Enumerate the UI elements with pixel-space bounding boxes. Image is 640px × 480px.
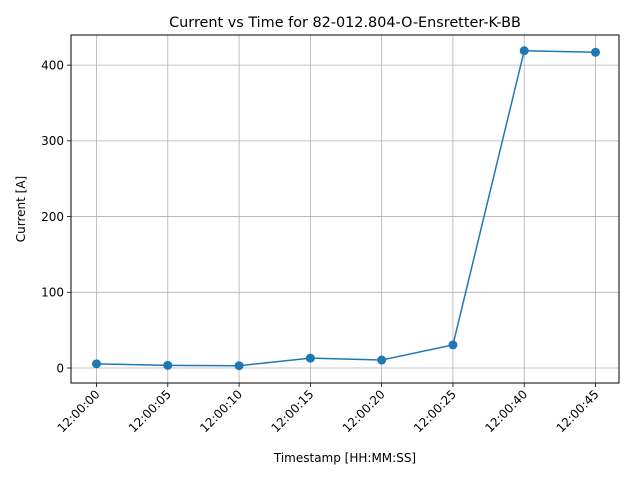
grid-lines bbox=[71, 35, 619, 383]
y-axis-label: Current [A] bbox=[14, 176, 28, 242]
data-point bbox=[305, 353, 315, 363]
y-tick-label: 100 bbox=[41, 286, 64, 300]
data-point bbox=[377, 355, 387, 365]
data-point bbox=[591, 47, 600, 57]
axes-frame bbox=[70, 34, 620, 384]
y-tick-label: 0 bbox=[56, 361, 64, 375]
y-tick-label: 300 bbox=[41, 134, 64, 148]
y-tick-label: 400 bbox=[41, 58, 64, 72]
data-point bbox=[448, 340, 458, 350]
y-axis-ticks: 0 100 200 300 400 bbox=[41, 58, 71, 375]
data-point bbox=[163, 360, 173, 370]
data-point bbox=[92, 359, 101, 369]
data-point bbox=[519, 46, 529, 56]
chart-title: Current vs Time for 82-012.804-O-Ensrett… bbox=[169, 15, 521, 31]
x-axis-label: Timestamp [HH:MM:SS] bbox=[273, 451, 416, 465]
data-point bbox=[234, 361, 244, 371]
series-layer bbox=[92, 46, 600, 371]
series-line bbox=[96, 50, 596, 367]
y-tick-label: 200 bbox=[41, 210, 64, 224]
plot-area bbox=[71, 35, 619, 383]
